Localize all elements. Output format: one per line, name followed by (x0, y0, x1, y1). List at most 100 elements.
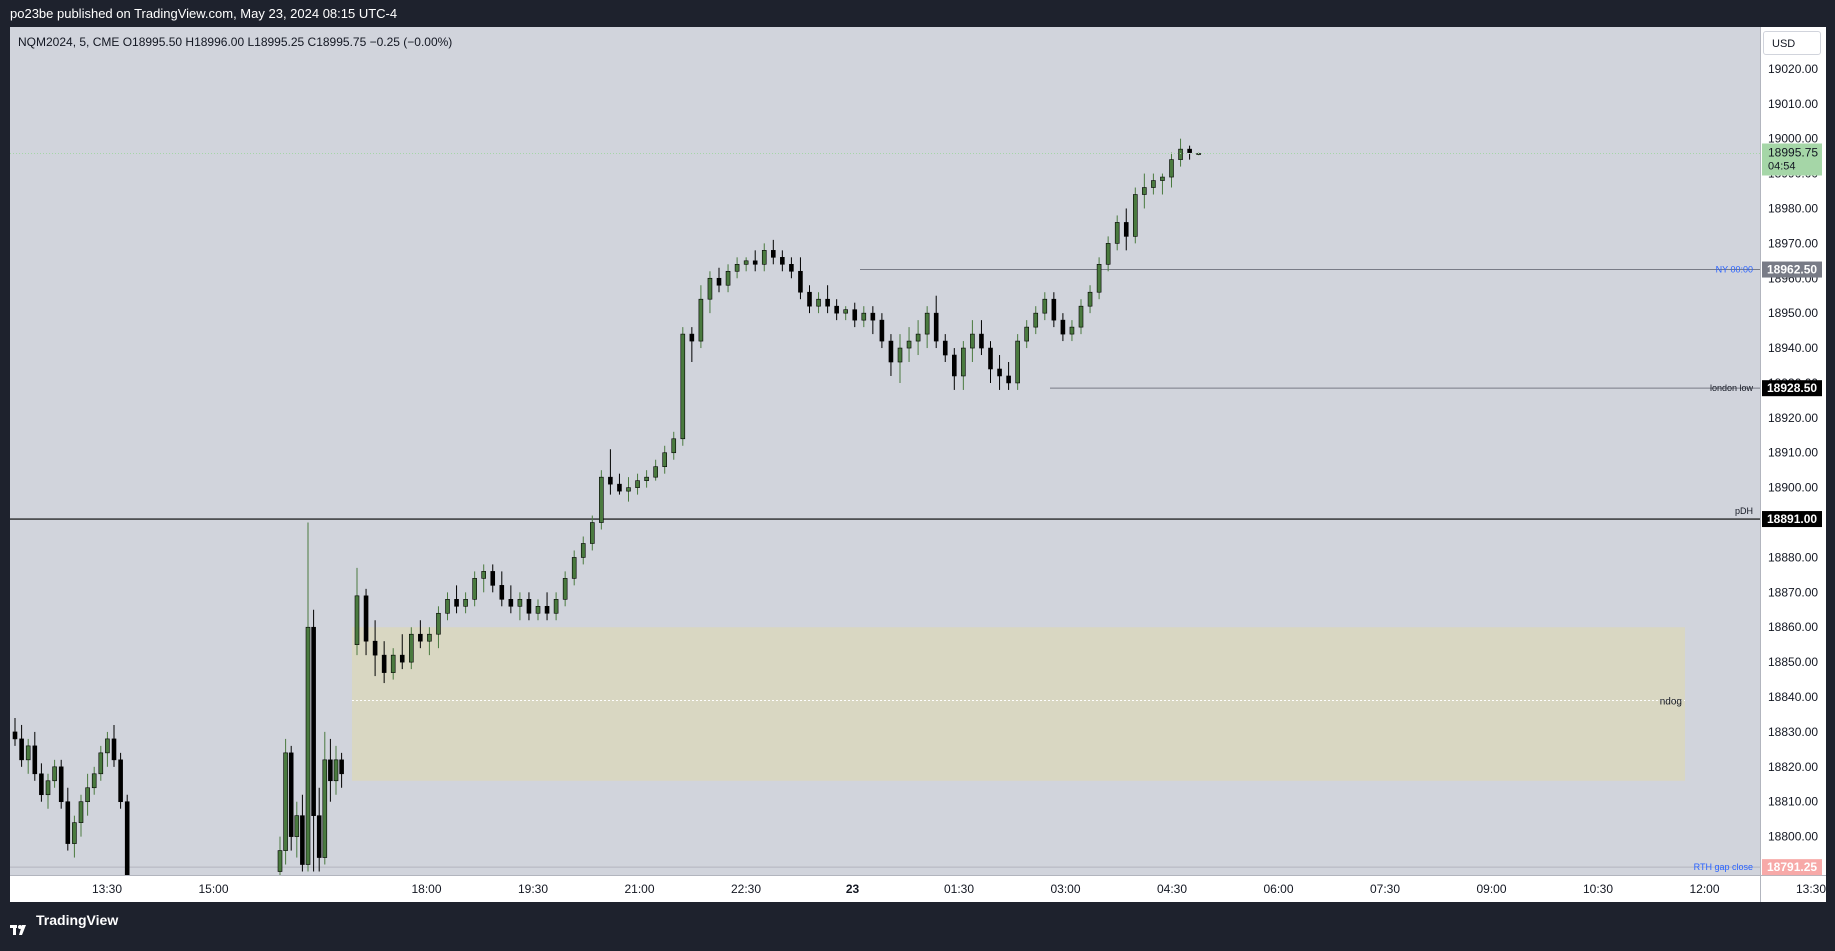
footer-brand[interactable]: TradingView (36, 912, 119, 928)
candle-body (825, 298, 830, 307)
candle-body (111, 738, 117, 761)
y-tick-label: 19020.00 (1768, 62, 1818, 76)
candle-body (277, 850, 283, 872)
candle-body (1151, 180, 1156, 188)
candle-body (445, 599, 450, 614)
candle-body (1069, 326, 1075, 335)
x-tick-label: 23 (846, 882, 860, 896)
candle-body (798, 270, 803, 293)
candle-body (662, 452, 668, 468)
candle-body (58, 766, 64, 803)
footer-bar: TradingView (0, 902, 1835, 939)
candle-body (105, 738, 110, 754)
x-tick-label: 22:30 (731, 882, 761, 896)
candle-body (1060, 319, 1066, 335)
candle-body (535, 605, 541, 614)
y-tick-label: 18900.00 (1768, 481, 1818, 495)
candle-body (1169, 159, 1174, 178)
candle-body (761, 250, 767, 265)
candle-body (98, 752, 104, 775)
candle-body (333, 759, 339, 782)
level-label: RTH gap close (1694, 862, 1753, 872)
candle-body (888, 340, 894, 363)
level-price-box (1762, 380, 1822, 397)
y-tick-label: 18970.00 (1768, 236, 1818, 250)
candle-body (942, 340, 948, 356)
candle-body (1078, 305, 1084, 328)
level-price-label: 18928.50 (1767, 381, 1817, 395)
y-tick-label: 18920.00 (1768, 411, 1818, 425)
candle-body (399, 654, 405, 663)
x-tick-label: 03:00 (1050, 882, 1080, 896)
candle-body (1114, 222, 1120, 244)
candle-body (328, 759, 333, 782)
candle-body (752, 260, 758, 265)
y-tick-label: 18840.00 (1768, 690, 1818, 704)
x-tick-label: 09:00 (1476, 882, 1506, 896)
candle-body (436, 612, 441, 635)
candle-body (372, 640, 378, 656)
candle-body (780, 257, 785, 265)
candle-body (789, 264, 794, 272)
candle-body (1105, 243, 1111, 265)
candle-body (517, 599, 523, 607)
y-tick-label: 18810.00 (1768, 795, 1818, 809)
x-tick-label: 07:30 (1370, 882, 1400, 896)
candle-body (743, 260, 749, 265)
candle-body (1178, 148, 1183, 160)
candle-body (305, 626, 311, 865)
candle-body (544, 605, 550, 614)
candle-body (363, 595, 369, 642)
candle-body (311, 626, 316, 816)
x-tick-label: 13:30 (92, 882, 122, 896)
x-tick-label: 15:00 (198, 882, 228, 896)
y-tick-label: 18940.00 (1768, 341, 1818, 355)
candle-body (52, 766, 57, 782)
symbol-legend: NQM2024, 5, CME O18995.50 H18996.00 L189… (18, 35, 453, 49)
candle-body (997, 368, 1002, 377)
candle-body (933, 312, 939, 342)
candle-body (562, 578, 568, 600)
tradingview-logo-icon[interactable] (10, 914, 30, 935)
last-price-label: 18995.75 (1768, 146, 1818, 160)
candle-body (300, 815, 305, 865)
candle-body (626, 487, 631, 492)
candle-body (1006, 375, 1011, 384)
candle-body (526, 599, 532, 614)
x-tick-label: 18:00 (411, 882, 441, 896)
candle-body (1123, 222, 1129, 237)
y-tick-label: 18800.00 (1768, 830, 1818, 844)
time-axis[interactable] (10, 875, 1760, 903)
candle-body (294, 815, 300, 837)
candle-body (1033, 312, 1039, 328)
candle-body (65, 801, 71, 844)
x-tick-label: 13:30 (1796, 882, 1826, 896)
candle-body (553, 599, 559, 614)
candle-body (85, 787, 90, 803)
level-price-box (1762, 261, 1822, 278)
candle-body (734, 264, 740, 272)
y-tick-label: 19000.00 (1768, 132, 1818, 146)
candle-body (834, 305, 839, 314)
candle-body (283, 752, 288, 851)
x-tick-label: 10:30 (1583, 882, 1613, 896)
candle-body (427, 633, 432, 642)
level-price-label: 18891.00 (1767, 512, 1817, 526)
currency-button[interactable]: USD (1763, 31, 1821, 55)
candle-body (671, 438, 677, 454)
x-tick-label: 19:30 (518, 882, 548, 896)
candle-body (25, 745, 31, 761)
x-tick-label: 12:00 (1689, 882, 1719, 896)
candle-body (716, 277, 722, 286)
candle-body (1051, 298, 1057, 321)
candle-body (1015, 340, 1020, 384)
level-price-box (1762, 511, 1822, 528)
candle-body (316, 815, 322, 858)
candle-body (571, 557, 577, 579)
candle-body (490, 571, 496, 586)
candle-body (32, 745, 38, 775)
candle-body (124, 801, 130, 875)
x-tick-label: 21:00 (624, 882, 654, 896)
candle-body (906, 340, 912, 349)
